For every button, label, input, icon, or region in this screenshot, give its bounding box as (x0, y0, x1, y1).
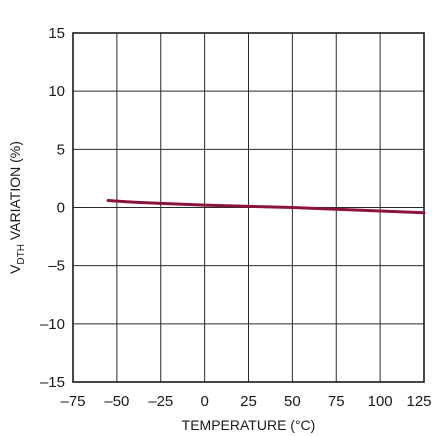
x-tick-label: –50 (104, 393, 129, 410)
x-tick-label: 75 (328, 393, 345, 410)
x-tick-label: 25 (240, 393, 257, 410)
y-tick-labels: –15 –10 –5 0 5 10 15 (40, 25, 65, 391)
x-tick-labels: –75 –50 –25 0 25 50 75 100 125 (60, 393, 431, 410)
y-axis-label-main: V (7, 264, 23, 274)
x-tick-label: –25 (148, 393, 173, 410)
series-line (106, 199, 426, 215)
x-tick-label: 0 (200, 393, 208, 410)
series-group (106, 199, 426, 215)
plot-frame (72, 32, 425, 383)
y-axis-label-subscript: DTH (16, 244, 27, 265)
y-axis-label: VDTH VARIATION (%) (7, 141, 27, 274)
y-tick-label: 5 (57, 141, 65, 158)
x-tick-label: 50 (284, 393, 301, 410)
y-axis-label-rest: VARIATION (%) (7, 141, 23, 244)
x-tick-label: 100 (368, 393, 393, 410)
y-tick-label: 10 (48, 83, 65, 100)
y-tick-label: 15 (48, 25, 65, 42)
y-tick-label: –5 (48, 258, 65, 275)
x-tick-label: 125 (406, 393, 431, 410)
x-tick-label: –75 (60, 393, 85, 410)
y-tick-label: –10 (40, 316, 65, 333)
y-tick-label: –15 (40, 374, 65, 391)
y-tick-label: 0 (57, 200, 65, 217)
x-axis-label: TEMPERATURE (°C) (182, 417, 316, 433)
